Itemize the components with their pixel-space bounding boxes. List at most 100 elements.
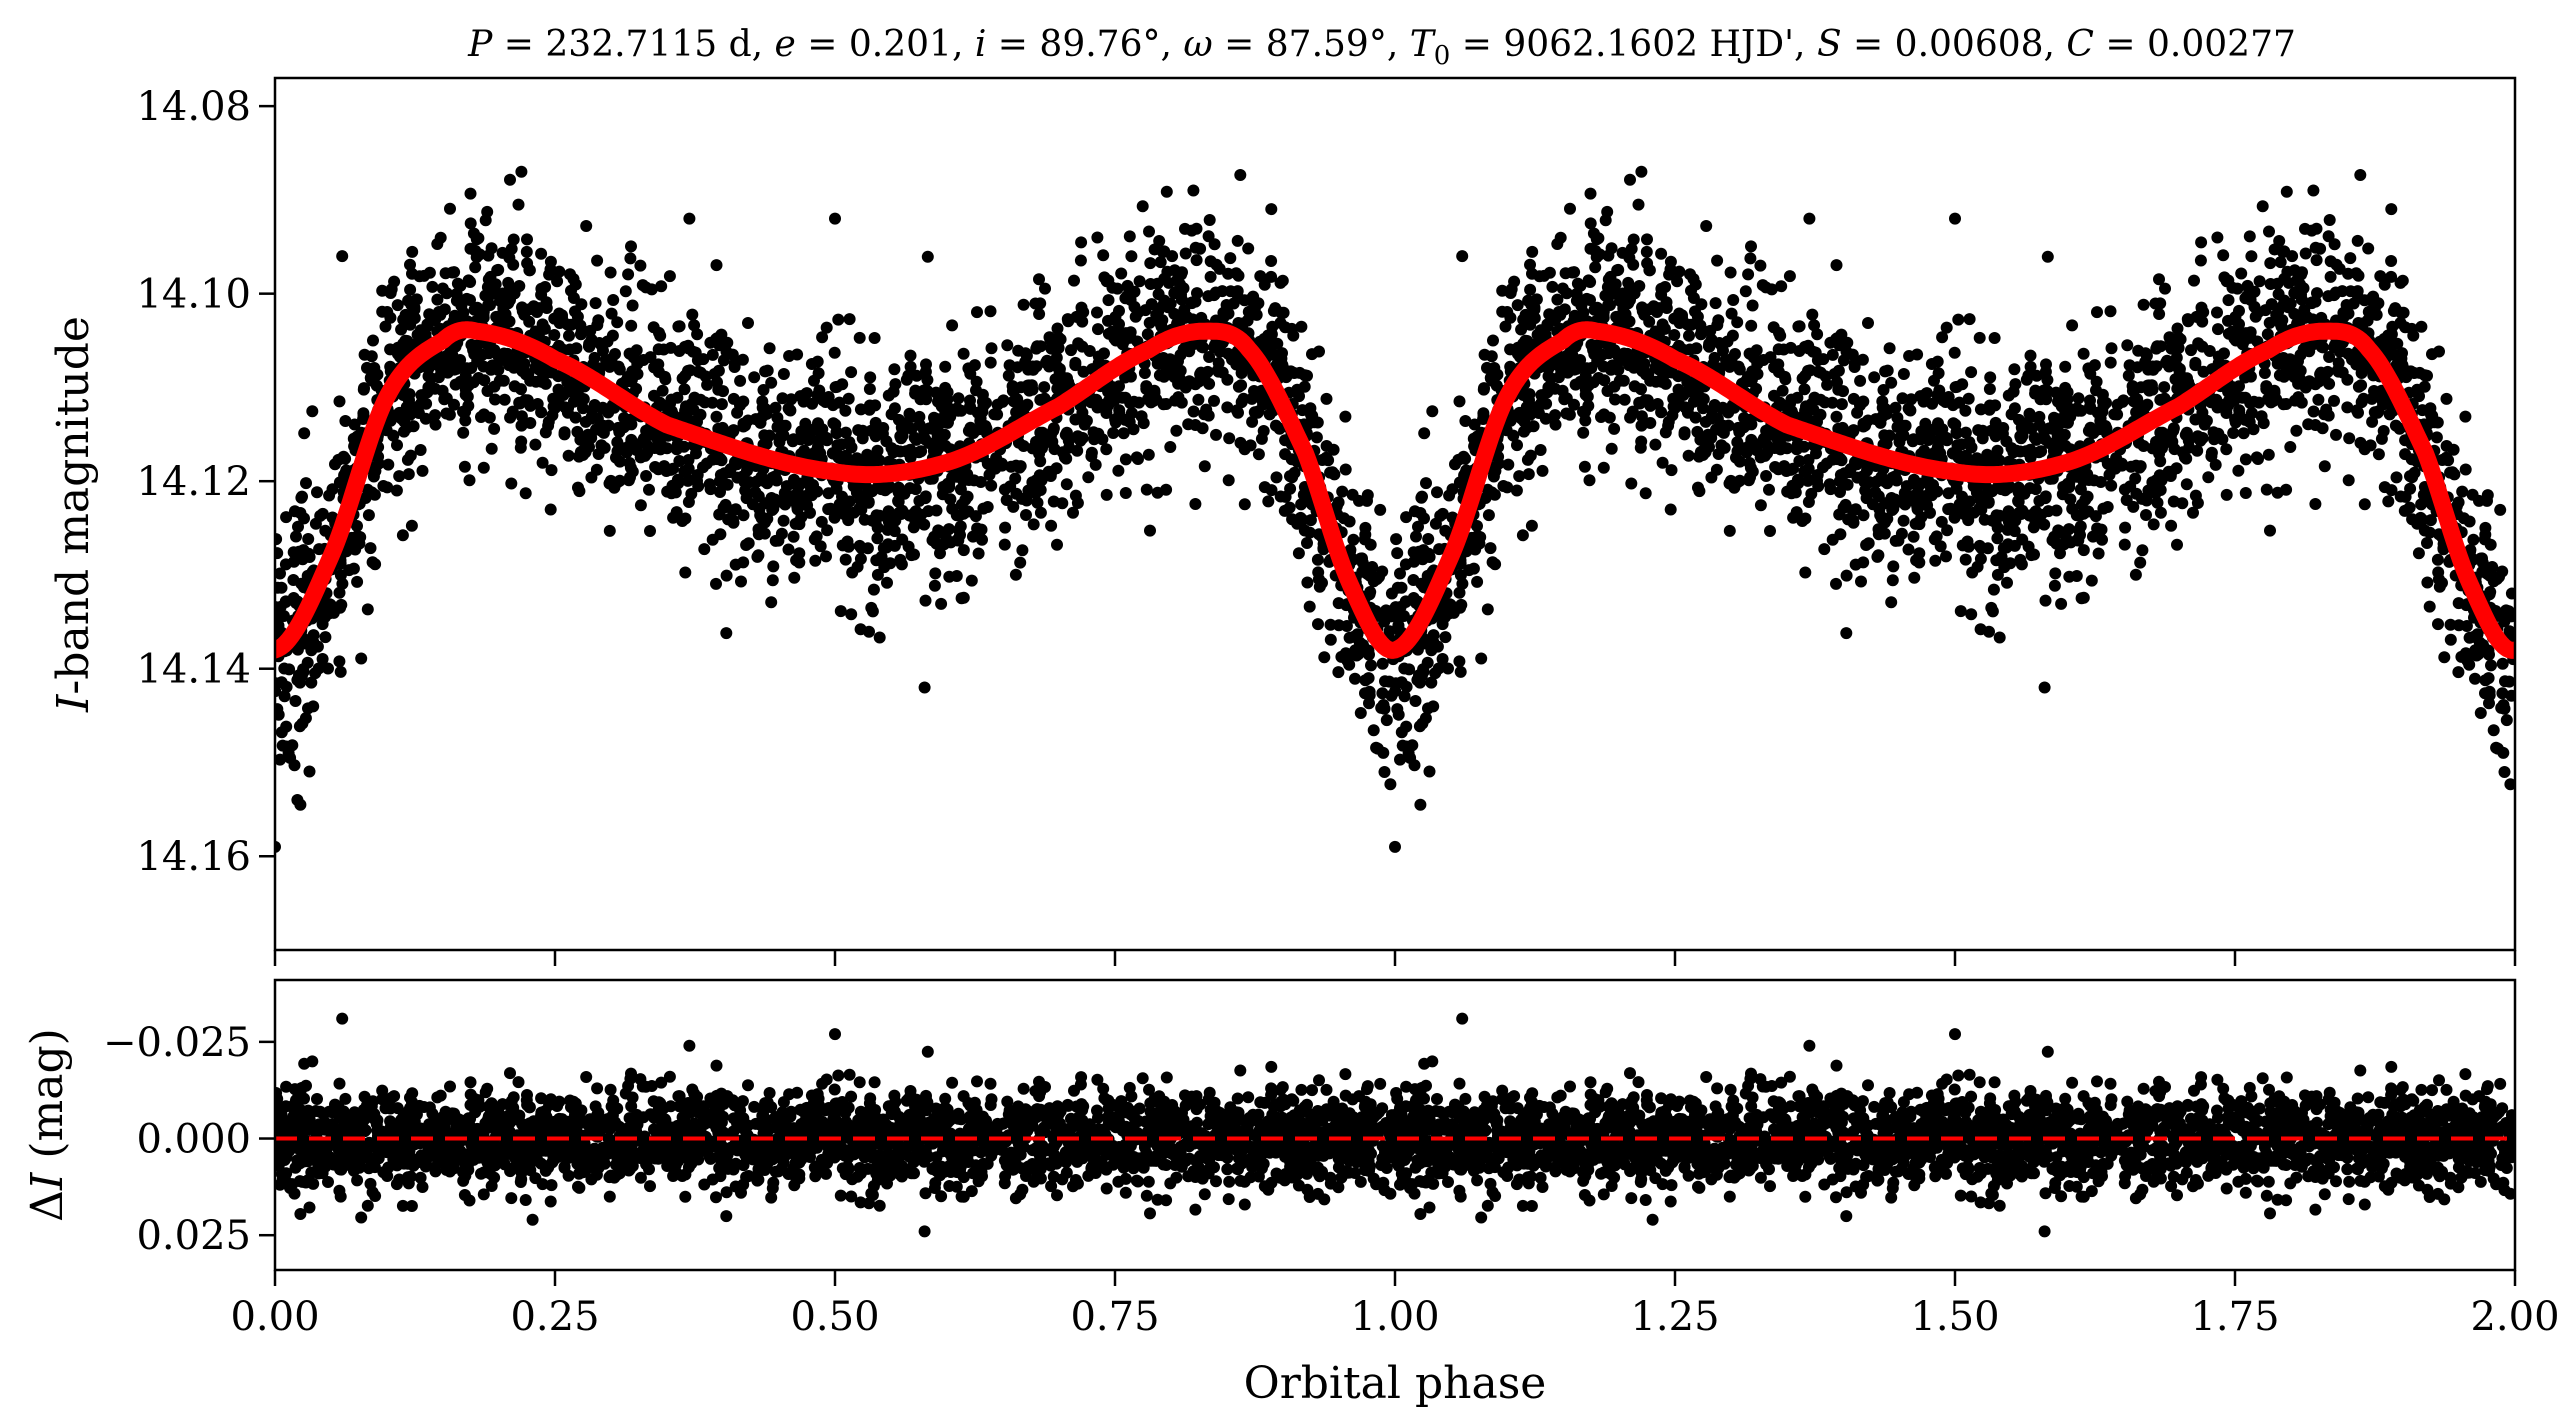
observation-point [2210,393,2223,406]
observation-point [1861,464,1873,477]
observation-point [1745,240,1757,253]
observation-point [1693,485,1706,498]
observation-point [369,558,382,571]
observation-point [816,331,829,344]
observation-point [1204,270,1217,283]
observation-point [1054,333,1067,346]
observation-point [2171,538,2183,551]
observation-point [1403,663,1416,676]
observation-point [1868,371,1881,384]
observation-point [1678,428,1691,441]
observation-point [1539,412,1552,425]
observation-point [2176,379,2189,392]
observation-point [1129,310,1142,323]
observation-point [1317,543,1330,556]
observation-point [2239,453,2252,466]
observation-point [1784,463,1797,476]
observation-point [339,466,352,479]
observation-point [1208,238,1221,251]
observation-point [1522,468,1535,481]
observation-point [2418,380,2431,393]
observation-point [2351,234,2364,247]
observation-point [1020,509,1032,521]
observation-point [746,498,759,511]
observation-point [780,480,793,493]
observation-point [1115,267,1128,280]
observation-point [955,404,968,417]
observation-point [868,332,881,344]
observation-point [2310,254,2323,267]
observation-point [1141,328,1154,341]
observation-point [1378,766,1391,778]
observation-point [877,422,890,434]
observation-point [1227,297,1240,310]
observation-point [867,583,880,596]
observation-point [611,316,624,329]
observation-point [334,601,347,614]
observation-point [2163,331,2176,344]
observation-point [2061,477,2074,490]
observation-point [1628,380,1641,393]
observation-point [597,344,609,357]
observation-point [1320,440,1333,452]
observation-point [2008,363,2021,376]
observation-point [1017,298,1030,311]
observation-point [553,397,566,410]
observation-point [1179,247,1192,260]
observation-point [1837,354,1850,367]
observation-point [1056,379,1069,392]
observation-point [988,408,1001,421]
observation-point [1303,600,1316,613]
observation-point [1349,672,1361,685]
observation-point [1733,474,1746,487]
observation-point [2216,433,2229,446]
observation-point [711,376,723,389]
observation-point [1517,389,1530,401]
observation-point [805,358,818,370]
observation-point [1800,400,1812,413]
observation-point [2390,471,2403,484]
observation-point [2423,526,2436,539]
observation-points [275,169,2515,811]
title-p-value: = 232.7115 d, [492,24,774,65]
observation-point [1525,519,1538,532]
observation-point [1235,379,1248,392]
observation-point [1583,474,1596,487]
observation-point [2375,432,2388,445]
observation-point [1665,464,1678,477]
observation-point [2490,741,2503,754]
observation-point [2459,410,2472,423]
observation-point [885,408,898,421]
observation-point [928,530,941,543]
observation-point [720,627,733,640]
observation-point [1775,439,1788,452]
observation-point [1616,287,1629,300]
observation-point [1639,487,1652,500]
observation-point [644,351,657,364]
observation-point [2424,402,2437,415]
observation-point [2421,537,2433,549]
observation-point [512,198,525,211]
observation-point [1411,643,1424,656]
observation-point [1487,470,1500,483]
observation-point [464,217,477,230]
observation-point [1705,471,1718,484]
observation-point [783,350,796,362]
observation-point [706,348,719,361]
observation-point [864,371,877,384]
observation-point [1191,287,1203,300]
observation-point [922,505,935,518]
observation-point [1336,485,1349,498]
observation-point [2323,351,2336,363]
observation-point [767,560,780,573]
observation-point [2072,392,2085,405]
observation-point [2217,249,2230,262]
observation-point [1869,486,1882,499]
observation-point [1413,720,1426,733]
observation-point [970,384,982,397]
observation-point [1459,466,1472,479]
observation-point [1578,460,1591,473]
observation-point [2147,518,2160,531]
observation-point [757,384,770,396]
